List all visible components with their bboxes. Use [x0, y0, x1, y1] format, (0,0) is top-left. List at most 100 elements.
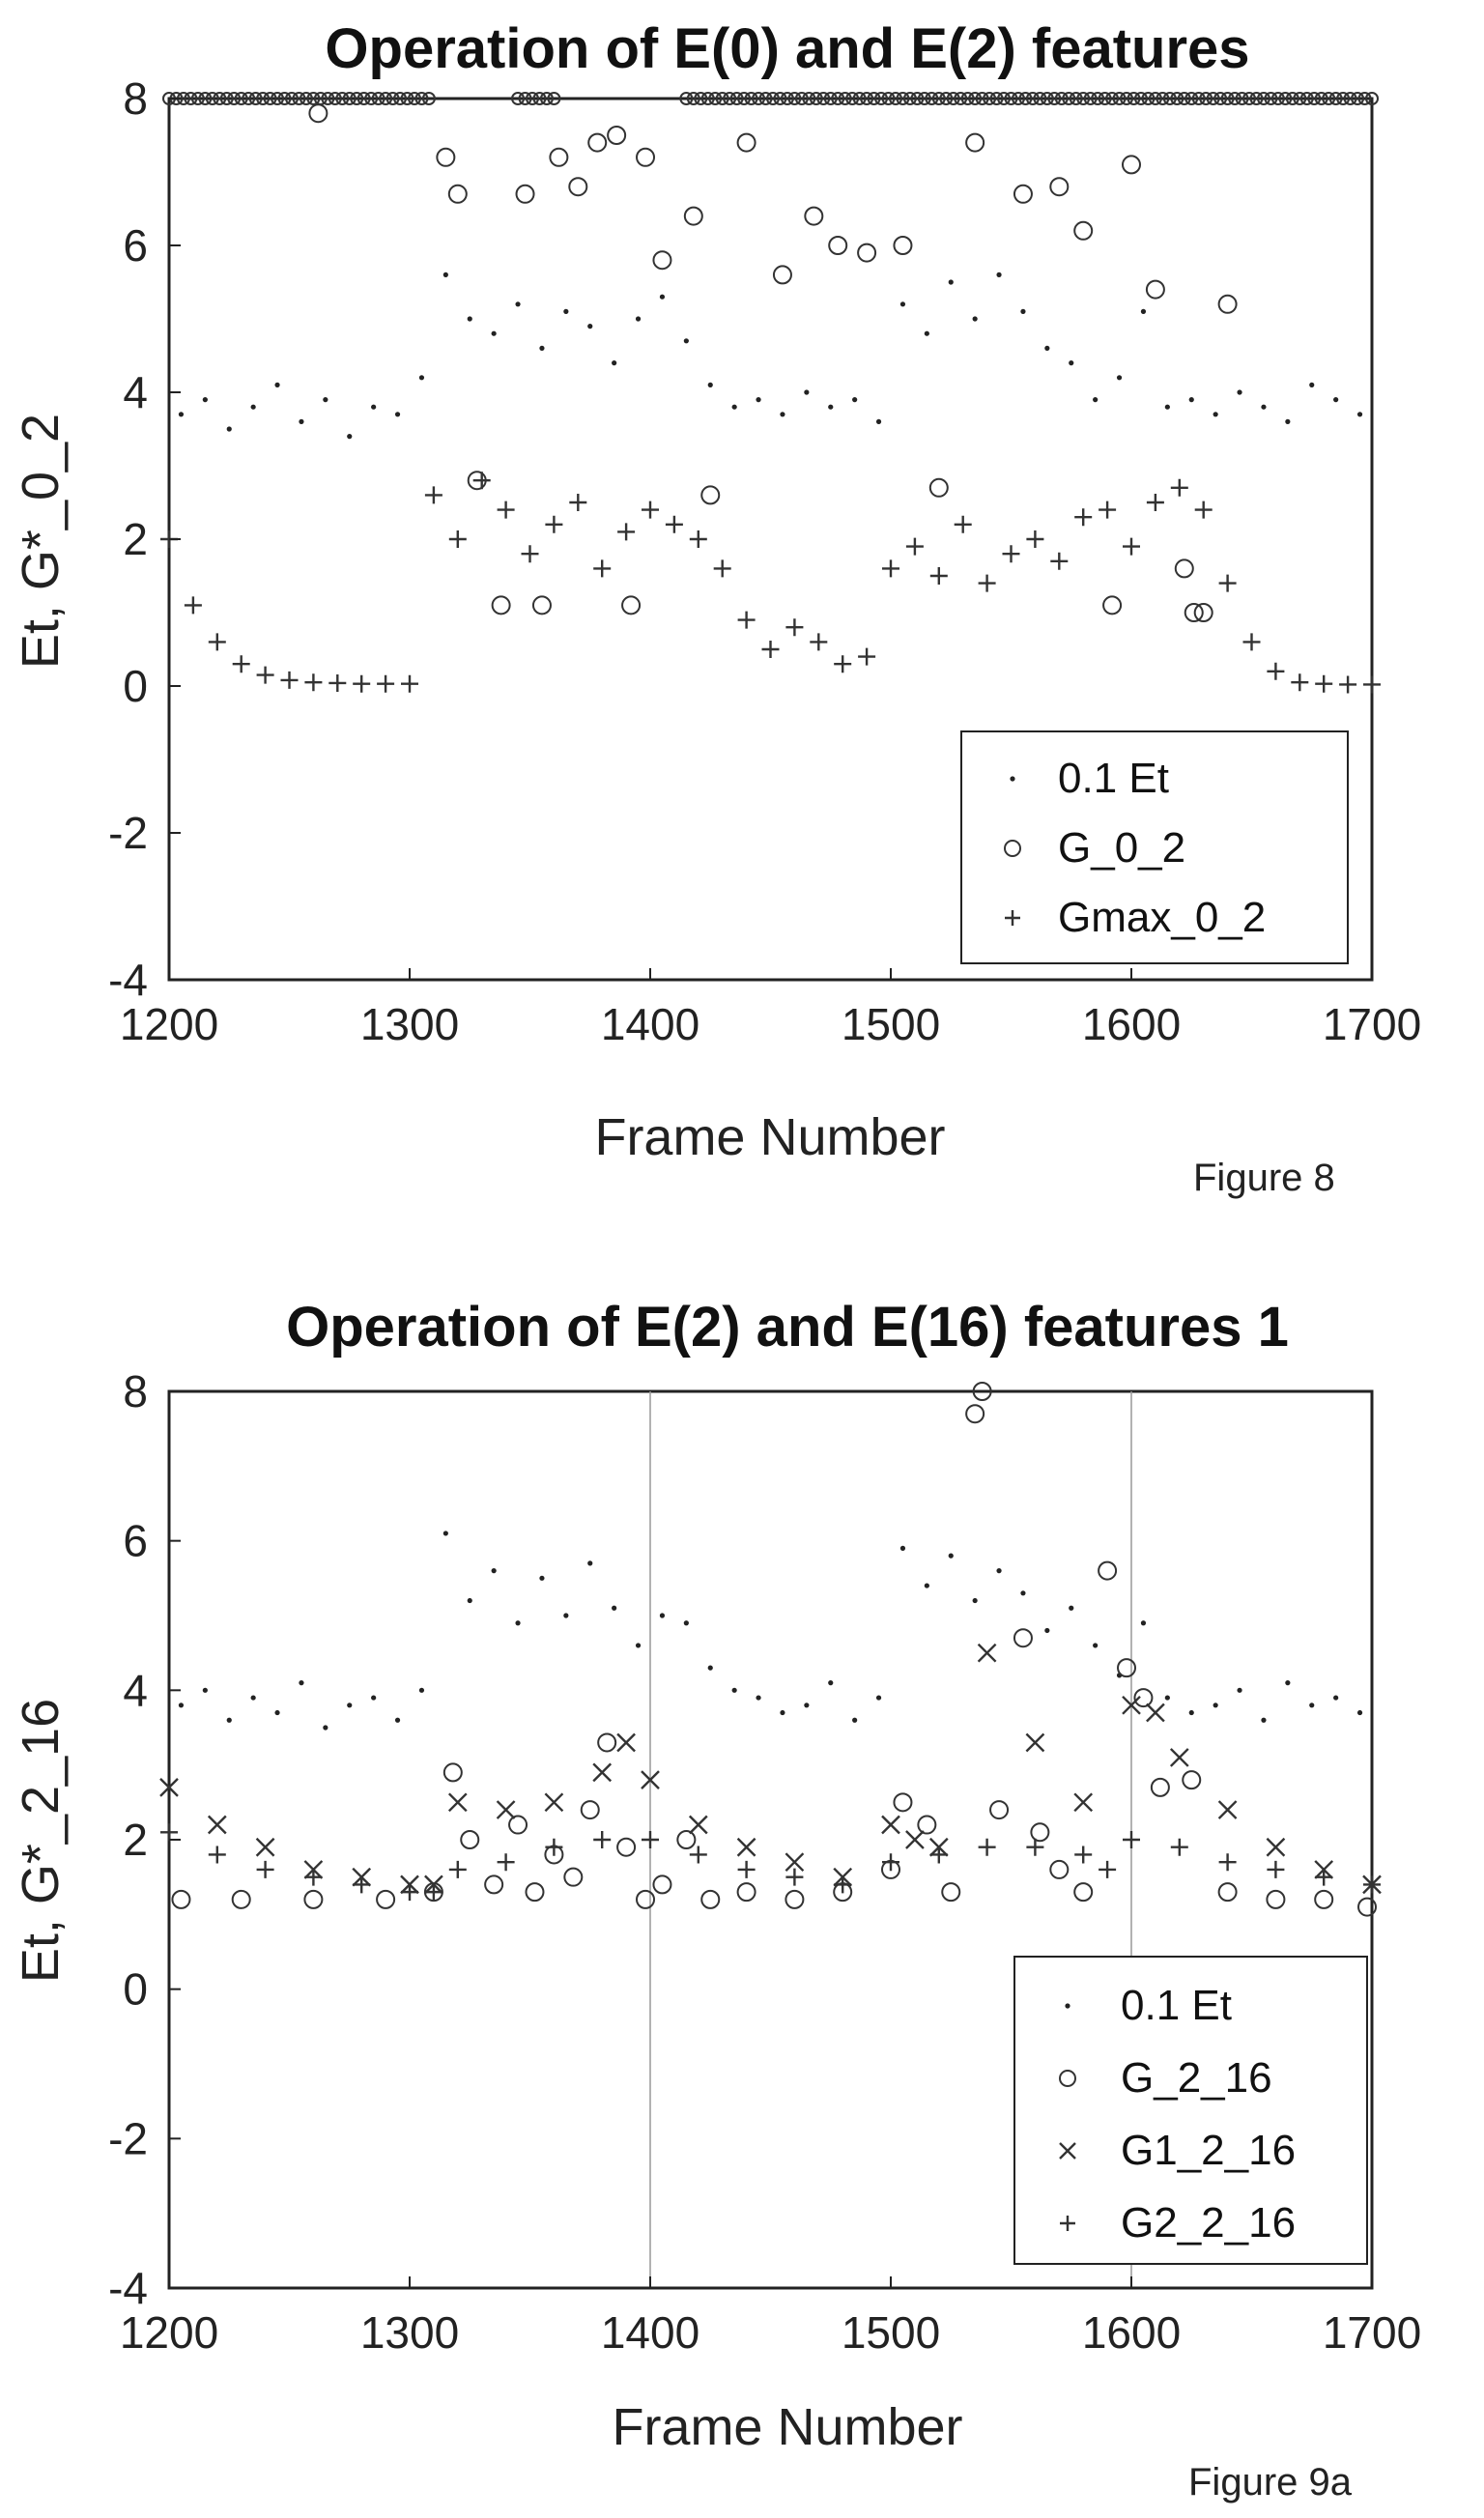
series-2: [160, 472, 1381, 694]
data-point-x: [1217, 1800, 1238, 1819]
y-tick-label: 0: [123, 1964, 148, 2015]
top-band-marker: [917, 92, 931, 105]
y-tick-label: 8: [123, 1366, 148, 1416]
legend-label-1: G_2_16: [1121, 2054, 1272, 2102]
data-point-plus: [545, 515, 563, 533]
data-point-plus: [1170, 1838, 1188, 1856]
plot-marks: [160, 92, 1381, 694]
data-point-dot: [250, 1695, 256, 1701]
top-band-marker: [925, 92, 939, 105]
top-band-marker: [910, 92, 925, 105]
top-band-marker: [219, 92, 234, 105]
y-tick-label: 8: [123, 73, 148, 124]
x-axis-label: Frame Number: [612, 2398, 962, 2456]
data-point-circle: [828, 236, 848, 255]
data-point-x: [616, 1732, 636, 1753]
top-band-marker: [802, 92, 816, 105]
top-band-marker: [184, 92, 198, 105]
data-point-dot: [299, 418, 304, 424]
data-point-circle: [1357, 1897, 1378, 1917]
data-point-dot: [274, 382, 280, 387]
data-point-dot: [948, 1553, 954, 1559]
top-band-marker: [532, 92, 547, 105]
data-point-circle: [1193, 603, 1213, 622]
top-band-marker: [1098, 92, 1112, 105]
chart-title: Operation of E(0) and E(2) features: [325, 17, 1249, 80]
y-tick-label: 0: [123, 661, 148, 711]
series-2: [159, 1643, 1382, 1895]
data-point-dot: [371, 404, 377, 410]
data-point-plus: [1363, 675, 1381, 694]
data-point-dot: [1069, 1605, 1074, 1611]
data-point-circle: [972, 1382, 992, 1401]
data-point-circle: [436, 147, 456, 167]
data-point-dot: [1044, 345, 1050, 351]
data-point-plus: [497, 1853, 515, 1872]
data-point-circle: [1217, 1882, 1238, 1903]
data-point-x: [255, 1837, 275, 1857]
figure-caption: Figure 8: [1193, 1157, 1335, 1199]
data-point-plus: [569, 494, 587, 511]
top-band-marker: [968, 92, 983, 105]
top-band-marker: [679, 92, 694, 105]
data-point-plus: [1146, 494, 1164, 511]
data-point-dot: [612, 1605, 617, 1611]
top-band-marker: [547, 92, 561, 105]
top-band-marker: [946, 92, 960, 105]
top-band-marker: [816, 92, 831, 105]
data-point-dot: [1093, 1643, 1099, 1648]
data-point-plus: [1267, 1860, 1285, 1878]
data-point-dot: [635, 316, 642, 322]
data-point-dot: [804, 389, 810, 395]
data-point-dot: [587, 324, 593, 329]
data-point-dot: [418, 375, 425, 381]
data-point-plus: [401, 1883, 418, 1902]
data-point-plus: [208, 1846, 226, 1864]
top-band-marker: [860, 92, 874, 105]
top-band-marker: [1199, 92, 1213, 105]
top-band-marker: [292, 92, 306, 105]
legend: 0.1 Et G_0_2 Gmax_0_2: [960, 730, 1349, 964]
top-band-marker: [364, 92, 379, 105]
top-band-marker: [518, 92, 532, 105]
y-tick-label: -2: [108, 2113, 148, 2163]
data-point-dot: [371, 1695, 377, 1701]
top-band-marker: [852, 92, 867, 105]
top-band-marker: [1133, 92, 1148, 105]
y-axis-label: Et, G*_2_16: [12, 1699, 70, 1983]
x-tick-label: 1400: [601, 2307, 699, 2358]
data-point-dot: [1261, 404, 1267, 410]
data-point-plus: [882, 1853, 899, 1872]
data-point-plus: [642, 501, 659, 519]
data-point-circle: [893, 236, 913, 255]
data-point-plus: [160, 1823, 178, 1842]
data-point-circle: [308, 103, 328, 124]
data-point-plus: [448, 530, 467, 548]
data-point-dot: [202, 397, 208, 403]
data-point-circle: [1133, 1688, 1154, 1708]
data-point-circle: [736, 132, 756, 153]
data-point-dot: [394, 1717, 401, 1723]
legend-marker-circle: [1059, 2070, 1076, 2087]
top-band-marker: [1213, 92, 1228, 105]
top-band-marker: [1322, 92, 1336, 105]
top-band-marker: [867, 92, 881, 105]
data-point-plus: [521, 545, 539, 563]
data-point-dot: [587, 1560, 593, 1566]
top-band-marker: [1148, 92, 1162, 105]
data-point-dot: [972, 1597, 978, 1604]
data-point-dot: [875, 1695, 882, 1701]
top-band-marker: [1162, 92, 1177, 105]
data-point-circle: [531, 595, 552, 615]
top-band-marker: [939, 92, 954, 105]
data-point-circle: [597, 1732, 617, 1753]
data-point-x: [1122, 1695, 1141, 1715]
data-point-circle: [683, 206, 703, 226]
chart-figure-9a: Operation of E(2) and E(16) features 1 1…: [12, 1296, 1421, 2504]
data-point-plus: [1194, 501, 1213, 519]
data-point-plus: [593, 1831, 612, 1848]
top-band-marker: [1357, 92, 1372, 105]
series-1: [308, 103, 1238, 622]
y-tick-label: 6: [123, 220, 148, 271]
top-band-marker: [328, 92, 342, 105]
